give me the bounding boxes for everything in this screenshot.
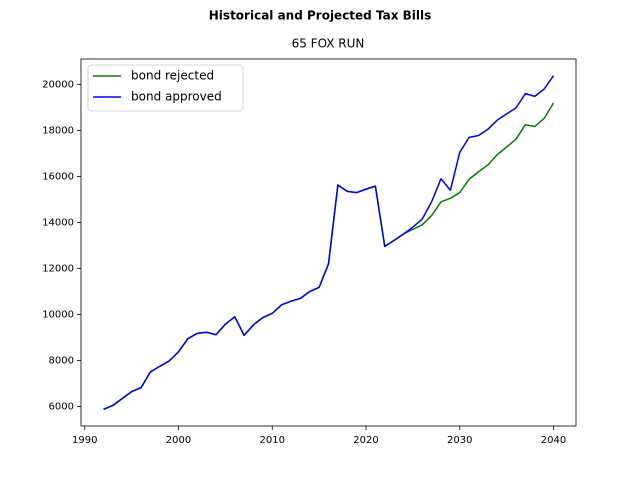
- chart-subtitle: 65 FOX RUN: [292, 37, 365, 51]
- chart-title: Historical and Projected Tax Bills: [209, 9, 431, 23]
- y-tick-label: 8000: [49, 356, 74, 367]
- x-tick-label: 2040: [541, 435, 566, 446]
- x-tick-label: 2010: [260, 435, 285, 446]
- y-tick-label: 6000: [49, 402, 74, 413]
- y-tick-label: 10000: [42, 310, 74, 321]
- y-tick-label: 20000: [42, 79, 74, 90]
- axes-frame: [80, 58, 577, 427]
- y-tick-label: 12000: [42, 264, 74, 275]
- legend: bond rejected bond approved: [87, 64, 244, 112]
- x-tick-label: 2020: [353, 435, 378, 446]
- y-tick-label: 18000: [42, 125, 74, 136]
- x-tick-label: 1990: [72, 435, 97, 446]
- legend-label: bond approved: [131, 90, 222, 104]
- y-tick-label: 14000: [42, 217, 74, 228]
- legend-box: [87, 64, 244, 112]
- y-tick-label: 16000: [42, 171, 74, 182]
- legend-label: bond rejected: [131, 69, 214, 83]
- series-line: [103, 75, 555, 411]
- x-tick-label: 2000: [166, 435, 191, 446]
- x-tick-label: 2030: [447, 435, 472, 446]
